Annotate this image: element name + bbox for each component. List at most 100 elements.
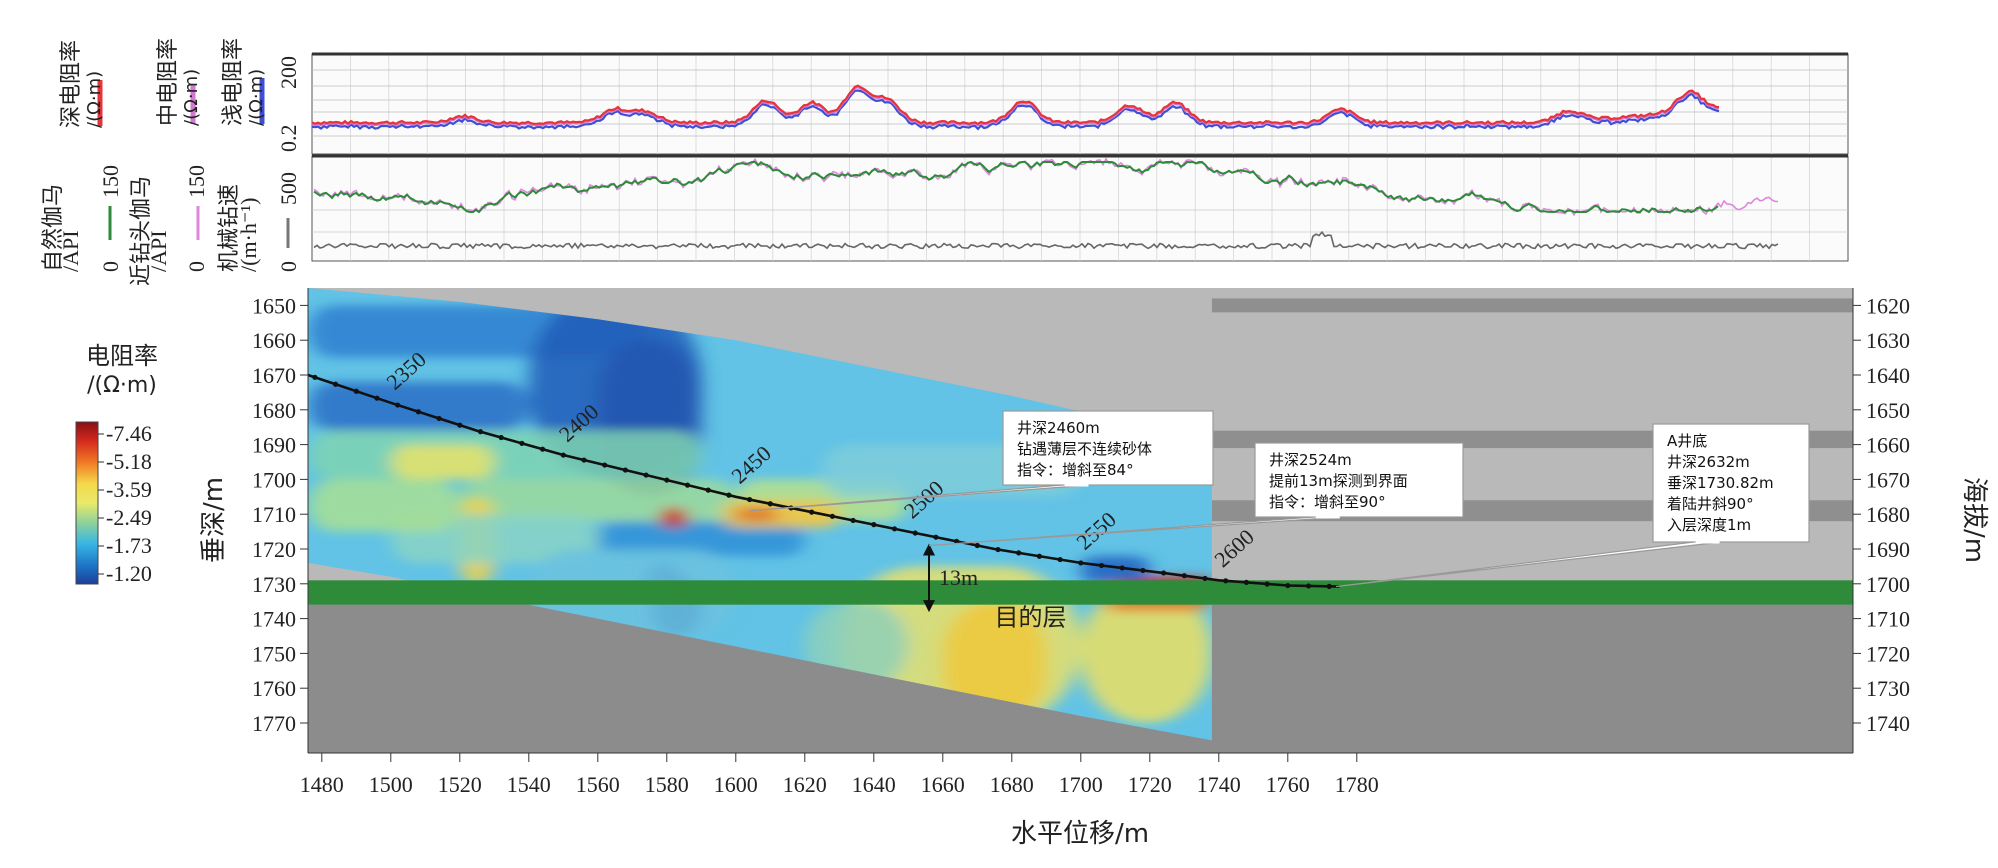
survey-point (1264, 581, 1270, 587)
survey-point (581, 457, 587, 463)
y-left-tick-label: 1740 (252, 607, 296, 632)
y-left-tick-label: 1660 (252, 328, 296, 353)
survey-point (726, 492, 732, 498)
medium-res-legend-unit: /(Ω·m) (181, 69, 202, 126)
survey-point (1057, 556, 1063, 563)
gamma-range-max: 150 (98, 165, 123, 198)
y-axis-left-title: 垂深/m (199, 477, 229, 563)
survey-point (1326, 583, 1332, 589)
survey-point (933, 534, 939, 540)
x-tick-label: 1480 (300, 772, 344, 797)
y-left-tick-label: 1760 (252, 676, 296, 701)
survey-point (622, 467, 629, 473)
survey-point (436, 415, 442, 422)
survey-point (684, 482, 691, 488)
survey-point (1078, 560, 1084, 566)
gamma-legend-name: 自然伽马 (41, 184, 66, 272)
log-tracks (311, 52, 1849, 262)
near-gamma-range-max: 150 (184, 165, 209, 198)
survey-point (560, 452, 566, 458)
well-survey-points (312, 374, 1332, 589)
near-gamma-legend-name: 近钻头伽马 (129, 176, 154, 286)
survey-point (1243, 579, 1249, 586)
colorbar-tick-label: -5.18 (106, 449, 152, 474)
colorbar-tick-label: -2.49 (106, 505, 152, 530)
y-left-tick-label: 1770 (252, 711, 296, 736)
survey-point (643, 472, 649, 478)
formation-band-0 (1211, 298, 1853, 313)
callout-line: 井深2632m (1667, 453, 1750, 471)
x-tick-label: 1600 (714, 772, 758, 797)
survey-point (747, 496, 753, 503)
callout-line: 垂深1730.82m (1667, 474, 1774, 492)
survey-point (1036, 553, 1042, 559)
survey-point (974, 542, 980, 549)
y-left-tick-label: 1750 (252, 641, 296, 666)
survey-point (809, 509, 815, 515)
resistivity-track-grid (312, 54, 1848, 154)
shallow-res-legend-unit: /(Ω·m) (246, 69, 267, 126)
y-left-tick-label: 1650 (252, 293, 296, 318)
survey-point (1181, 573, 1187, 579)
log-track-legend: 0.2 200 浅电阻率 /(Ω·m) 中电阻率 /(Ω·m) 深电阻率 /(Ω… (41, 38, 301, 286)
survey-point (954, 538, 960, 544)
survey-point (540, 446, 546, 452)
x-tick-label: 1680 (990, 772, 1034, 797)
y-axis-right: 1620 1630 1640 1650 1660 1670 1680 1690 1700 1710… (1852, 288, 1910, 753)
colorbar-ramp (75, 421, 99, 585)
well-trajectory (307, 373, 1340, 588)
offset-label: 13m (939, 565, 978, 590)
x-tick-label: 1500 (369, 772, 413, 797)
survey-point (1305, 583, 1312, 589)
rop-legend-name: 机械钻速 (217, 184, 242, 272)
survey-point (1016, 550, 1022, 556)
callout-line: 入层深度1m (1667, 516, 1751, 534)
survey-point (333, 381, 339, 387)
y-left-tick-label: 1700 (252, 467, 296, 492)
y-left-tick-label: 1730 (252, 572, 296, 597)
deep-resistivity-curve (311, 84, 1720, 126)
colorbar-tick-label: -1.20 (106, 561, 152, 586)
colorbar-unit: /(Ω·m) (87, 373, 157, 398)
y-left-tick-label: 1720 (252, 537, 296, 562)
survey-point (664, 477, 670, 483)
rop-curve (313, 230, 1779, 250)
survey-point (415, 409, 421, 415)
y-right-tick-label: 1660 (1866, 433, 1910, 458)
x-axis-title: 水平位移/m (1011, 819, 1149, 849)
survey-point (1161, 570, 1167, 576)
y-right-tick-label: 1700 (1866, 572, 1910, 597)
callout-box (1254, 442, 1464, 518)
survey-point (1098, 562, 1105, 569)
colorbar-title: 电阻率 (86, 342, 158, 370)
survey-point (705, 487, 711, 493)
survey-point (912, 530, 918, 536)
survey-point (477, 429, 484, 435)
y-right-tick-label: 1650 (1866, 398, 1910, 423)
x-tick-label: 1740 (1197, 772, 1241, 797)
medium-res-legend-name: 中电阻率 (156, 38, 181, 126)
survey-point (891, 526, 898, 532)
deep-res-legend-name: 深电阻率 (59, 40, 84, 128)
x-tick-label: 1720 (1128, 772, 1172, 797)
callout-line: 井深2460m (1017, 419, 1100, 437)
colorbar-tick-label: -7.46 (106, 421, 152, 446)
x-tick-label: 1560 (576, 772, 620, 797)
gamma-legend-unit: /API (58, 230, 83, 272)
x-tick-label: 1580 (645, 772, 689, 797)
survey-point (457, 422, 463, 428)
y-axis-left: 1650 1660 1670 1680 1690 1700 1710 1720 1730 1740… (252, 288, 309, 753)
survey-point (519, 440, 525, 446)
deep-res-legend-unit: /(Ω·m) (84, 71, 105, 128)
shallow-resistivity-curve (311, 89, 1720, 131)
survey-point (602, 462, 608, 468)
colorbar: 电阻率 /(Ω·m) -7.46 -5.18 -3.59 -2.49 -1.73 -1.2… (75, 342, 158, 586)
y-left-tick-label: 1670 (252, 363, 296, 388)
survey-point (850, 517, 856, 524)
survey-point (1202, 575, 1208, 582)
near-gamma-range-min: 0 (184, 261, 209, 272)
